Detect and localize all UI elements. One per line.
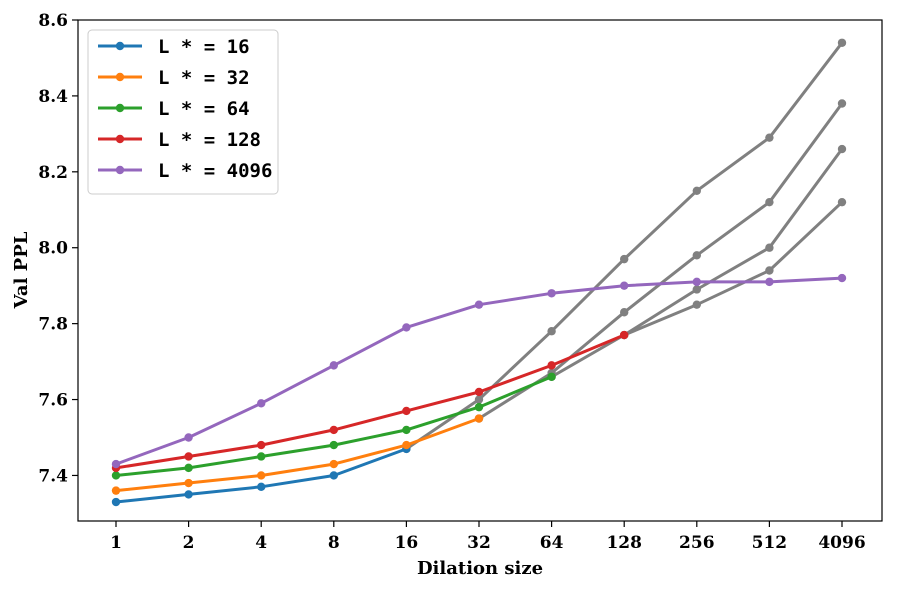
x-tick-label: 16 — [395, 533, 419, 553]
series-3-point — [329, 425, 338, 435]
series-2-point — [547, 372, 556, 381]
series-1-line — [115, 417, 480, 493]
y-tick-label: 7.4 — [38, 466, 68, 486]
legend-box — [87, 29, 279, 195]
series-1-point — [257, 471, 266, 480]
x-tick-label: 4 — [255, 533, 267, 553]
x-tick-label: 64 — [540, 533, 564, 553]
series-4-point — [765, 277, 774, 287]
series-lines — [111, 273, 847, 507]
series-1-point — [184, 478, 193, 488]
extrapolation-2-point — [837, 144, 847, 154]
series-2-point — [257, 452, 266, 461]
legend-swatch-marker — [115, 103, 125, 113]
x-tick-label: 1 — [110, 533, 122, 553]
series-1-point — [111, 486, 121, 495]
series-3-point — [402, 406, 411, 416]
extrapolation-1-point — [692, 251, 701, 260]
legend-label: L * = 4096 — [158, 160, 272, 182]
x-tick-label: 128 — [606, 533, 642, 553]
series-0-point — [257, 482, 266, 492]
series-1-point — [402, 440, 411, 450]
extrapolation-0-point — [765, 133, 774, 142]
series-3-point — [257, 440, 266, 450]
x-tick-label: 2 — [183, 533, 195, 553]
extrapolation-2-point — [692, 285, 701, 294]
series-3-point — [547, 361, 556, 370]
x-tick-label: 32 — [467, 533, 491, 553]
series-3-point — [474, 387, 484, 397]
legend-label: L * = 128 — [158, 129, 261, 151]
legend-label: L * = 32 — [158, 67, 250, 89]
extrapolation-1-point — [837, 99, 847, 108]
series-4-point — [329, 361, 338, 370]
extrapolation-0-point — [620, 254, 629, 264]
extrapolation-3-point — [837, 197, 847, 207]
extrapolation-1-point — [765, 197, 774, 207]
y-tick-label: 8.6 — [38, 11, 68, 31]
extrapolation-1-point — [620, 308, 629, 317]
x-tick-label: 4096 — [818, 533, 865, 553]
series-4-point — [837, 273, 847, 283]
x-axis-title: Dilation size — [417, 558, 543, 579]
y-tick-label: 7.8 — [38, 315, 68, 335]
series-4-point — [620, 281, 629, 290]
series-4-point — [547, 289, 556, 298]
series-0-point — [111, 497, 121, 507]
y-tick-label: 8.4 — [38, 87, 68, 107]
series-4-point — [402, 323, 411, 332]
extrapolation-0-point — [692, 186, 701, 195]
series-1-point — [329, 459, 338, 469]
legend-label: L * = 64 — [158, 98, 250, 120]
series-2-point — [402, 425, 411, 435]
legend-swatch-marker — [115, 165, 125, 175]
series-1-point — [474, 414, 484, 423]
series-3-line — [115, 333, 625, 470]
legend-label: L * = 16 — [158, 36, 250, 58]
series-0-point — [329, 471, 338, 480]
x-tick-label: 512 — [752, 533, 788, 553]
x-tick-label: 8 — [328, 533, 340, 553]
extrapolation-3-line — [623, 201, 844, 337]
series-2-point — [329, 440, 338, 450]
series-4-point — [257, 399, 266, 408]
y-tick-label: 8.0 — [38, 239, 68, 259]
x-axis: 1 2 4 8 16 32 64 128 256 512 4096 — [110, 521, 866, 553]
legend-swatch-marker — [115, 134, 125, 144]
legend-swatch-marker — [115, 41, 125, 51]
series-4-point — [111, 459, 121, 469]
series-2-point — [184, 463, 193, 473]
extrapolation-0-point — [837, 38, 847, 47]
series-0-point — [184, 490, 193, 499]
extrapolation-0-point — [474, 395, 484, 404]
series-3-point — [620, 330, 629, 340]
series-4-point — [184, 433, 193, 442]
y-tick-label: 7.6 — [38, 391, 68, 411]
y-axis-title: Val PPL — [11, 231, 32, 309]
series-2-point — [111, 471, 121, 480]
extrapolation-2-point — [765, 243, 774, 252]
legend-swatch-marker — [115, 72, 125, 82]
extrapolation-3-point — [692, 300, 701, 309]
series-3-point — [184, 452, 193, 461]
series-2-point — [474, 402, 484, 412]
series-4-point — [692, 277, 701, 287]
extrapolation-3-point — [765, 266, 774, 275]
y-tick-label: 8.2 — [38, 163, 68, 183]
extrapolation-0-point — [547, 327, 556, 336]
legend: L * = 16 L * = 32 L * = 64 L * = 128 L * = 4… — [87, 29, 279, 195]
x-tick-label: 256 — [679, 533, 715, 553]
y-axis: 7.4 7.6 7.8 8.0 8.2 8.4 8.6 — [38, 11, 78, 486]
series-4-point — [474, 300, 484, 309]
